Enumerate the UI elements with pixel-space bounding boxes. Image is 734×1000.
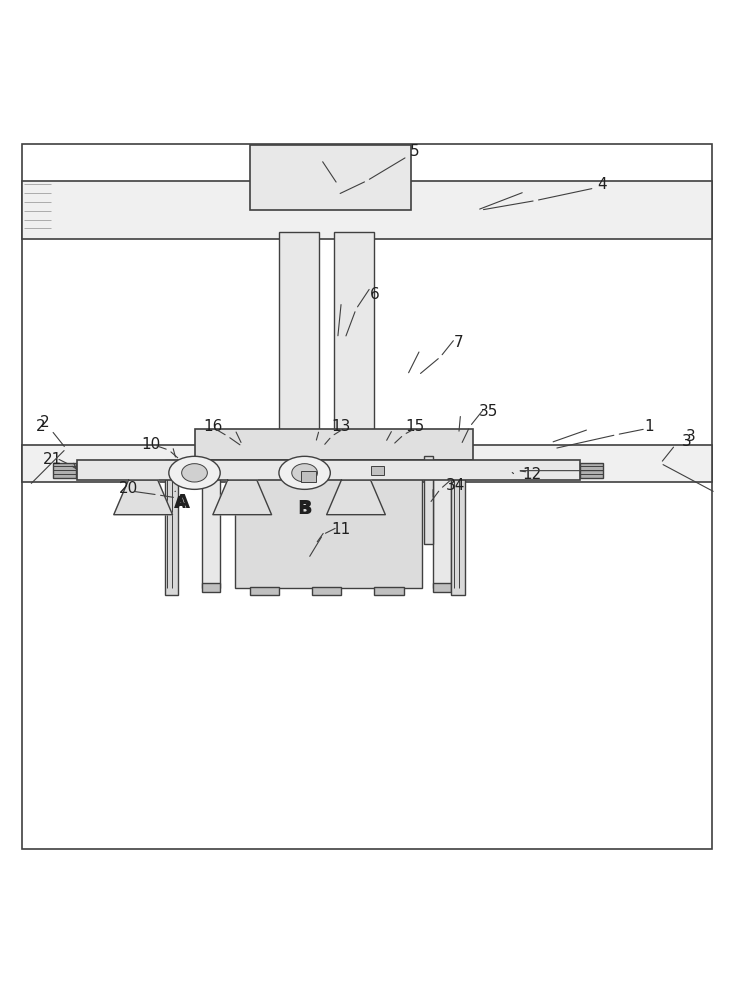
Text: B: B: [299, 502, 310, 517]
Bar: [202, 460, 220, 588]
Bar: [77, 460, 580, 480]
Text: 3: 3: [681, 434, 691, 449]
Text: 7: 7: [454, 335, 464, 350]
Text: 6: 6: [369, 287, 379, 302]
Bar: [371, 466, 384, 475]
Text: A: A: [175, 493, 189, 512]
Polygon shape: [114, 480, 172, 515]
Text: B: B: [297, 499, 312, 518]
Bar: [250, 587, 279, 595]
Ellipse shape: [279, 456, 330, 489]
Text: 13: 13: [332, 419, 351, 434]
Bar: [195, 429, 473, 460]
Ellipse shape: [291, 464, 318, 482]
Bar: [202, 583, 220, 592]
Polygon shape: [327, 480, 385, 515]
Bar: [235, 460, 422, 588]
Bar: [165, 460, 178, 595]
Bar: [433, 460, 451, 588]
Bar: [312, 587, 341, 595]
Text: 34: 34: [446, 478, 465, 493]
Text: 2: 2: [35, 419, 46, 434]
Bar: [433, 583, 451, 592]
Text: 15: 15: [405, 419, 424, 434]
Text: 16: 16: [203, 419, 222, 434]
Text: 10: 10: [141, 437, 160, 452]
Bar: [53, 463, 76, 478]
Text: 4: 4: [597, 177, 607, 192]
Bar: [22, 445, 712, 482]
Text: 5: 5: [410, 144, 420, 159]
Bar: [451, 460, 465, 595]
Text: 3: 3: [686, 429, 696, 444]
Bar: [374, 587, 404, 595]
Bar: [279, 232, 319, 430]
Bar: [22, 181, 712, 239]
Ellipse shape: [182, 464, 208, 482]
Bar: [301, 471, 316, 482]
Polygon shape: [213, 480, 272, 515]
Text: 21: 21: [43, 452, 62, 467]
Text: A: A: [174, 496, 186, 511]
Text: 1: 1: [644, 419, 655, 434]
Bar: [250, 145, 411, 210]
Text: 12: 12: [523, 467, 542, 482]
Text: 20: 20: [119, 481, 138, 496]
Text: 35: 35: [479, 404, 498, 419]
Ellipse shape: [169, 456, 220, 489]
Text: 2: 2: [40, 415, 50, 430]
Bar: [580, 463, 603, 478]
Bar: [334, 232, 374, 430]
Bar: [424, 456, 433, 544]
Text: 11: 11: [332, 522, 351, 537]
